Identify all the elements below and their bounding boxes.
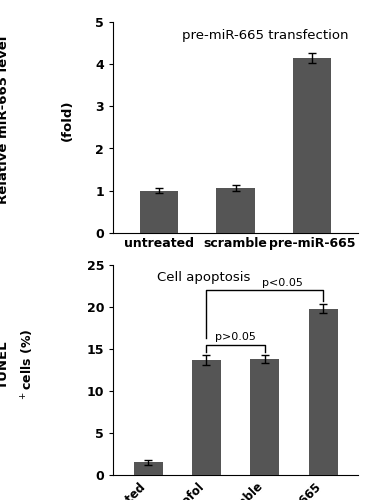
Text: p>0.05: p>0.05 bbox=[215, 332, 256, 342]
Text: Cell apoptosis: Cell apoptosis bbox=[157, 272, 251, 284]
Bar bbox=[308, 308, 338, 475]
Text: TUNEL: TUNEL bbox=[0, 340, 10, 390]
Bar bbox=[140, 190, 178, 232]
Text: (fold): (fold) bbox=[61, 99, 74, 141]
Bar bbox=[133, 462, 163, 475]
Bar bbox=[192, 360, 221, 475]
Bar bbox=[250, 359, 279, 475]
Text: $^+$cells (%): $^+$cells (%) bbox=[20, 329, 37, 401]
Bar bbox=[293, 58, 331, 233]
Text: p<0.05: p<0.05 bbox=[262, 278, 303, 287]
Bar bbox=[216, 188, 255, 232]
Text: Relative miR-665 level: Relative miR-665 level bbox=[0, 36, 10, 204]
Text: pre-miR-665 transfection: pre-miR-665 transfection bbox=[182, 29, 348, 42]
